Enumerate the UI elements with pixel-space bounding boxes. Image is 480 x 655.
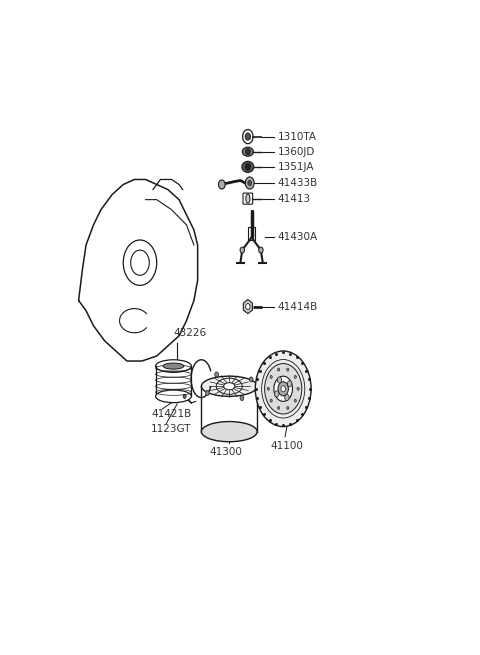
Ellipse shape [156,390,192,403]
Circle shape [287,368,289,371]
Text: 41414B: 41414B [277,301,318,312]
Text: 43226: 43226 [174,328,207,339]
Text: 41300: 41300 [209,447,242,457]
Ellipse shape [163,363,184,369]
Circle shape [205,390,209,396]
Circle shape [218,180,225,189]
Circle shape [281,386,286,392]
Circle shape [240,247,244,253]
Circle shape [248,181,252,185]
Circle shape [246,149,250,155]
Text: 1351JA: 1351JA [277,162,314,172]
Ellipse shape [224,383,235,390]
Circle shape [245,163,251,170]
FancyBboxPatch shape [243,193,252,204]
Text: 1123GT: 1123GT [151,424,192,434]
Ellipse shape [246,194,250,203]
Text: 41430A: 41430A [277,232,318,242]
Text: 41433B: 41433B [277,178,318,188]
Circle shape [297,387,299,390]
FancyBboxPatch shape [248,227,255,240]
Circle shape [285,394,289,401]
Circle shape [294,375,296,379]
Circle shape [255,351,311,426]
Circle shape [277,377,282,383]
Ellipse shape [202,422,257,441]
Circle shape [240,396,244,401]
Circle shape [259,247,263,253]
Circle shape [270,399,272,402]
Circle shape [249,377,253,382]
Circle shape [288,381,292,386]
Circle shape [294,399,296,402]
Circle shape [264,364,302,414]
Text: 41413: 41413 [277,194,311,204]
Circle shape [245,133,251,140]
Circle shape [215,372,218,377]
Circle shape [275,391,279,397]
Circle shape [267,387,269,390]
Circle shape [274,376,292,402]
Ellipse shape [202,376,257,396]
Ellipse shape [156,360,192,373]
Polygon shape [243,299,252,314]
Text: 41100: 41100 [271,441,303,451]
Text: 41421B: 41421B [151,409,192,419]
Circle shape [270,375,272,379]
Circle shape [183,394,186,398]
Text: 1360JD: 1360JD [277,147,315,157]
Text: 1310TA: 1310TA [277,132,317,141]
Circle shape [278,382,288,396]
Circle shape [246,303,250,310]
Circle shape [277,368,280,371]
Ellipse shape [242,147,253,157]
Circle shape [243,130,253,143]
Ellipse shape [242,161,254,172]
Circle shape [245,177,254,189]
Circle shape [277,407,280,409]
Circle shape [287,407,289,409]
